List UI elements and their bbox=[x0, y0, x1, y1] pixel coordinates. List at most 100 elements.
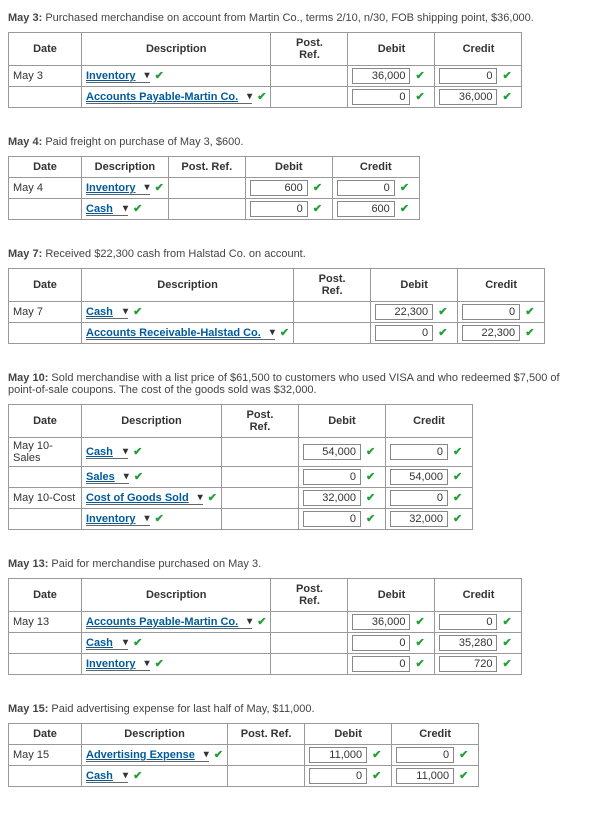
cell-postref bbox=[221, 438, 298, 467]
cell-account: Inventory ✔ bbox=[82, 509, 222, 530]
check-icon: ✔ bbox=[438, 305, 447, 318]
cell-date: May 13 bbox=[9, 612, 82, 633]
credit-input[interactable]: 720 bbox=[439, 656, 497, 672]
credit-input[interactable]: 0 bbox=[439, 68, 497, 84]
check-icon: ✔ bbox=[503, 69, 512, 82]
check-icon: ✔ bbox=[372, 769, 381, 782]
journal-table: DateDescriptionPost.Ref.DebitCreditMay 1… bbox=[8, 578, 522, 675]
check-icon: ✔ bbox=[503, 657, 512, 670]
account-dropdown[interactable]: Inventory bbox=[86, 182, 150, 195]
journal-row: May 3Inventory ✔36,000 ✔0 ✔ bbox=[9, 66, 522, 87]
check-icon: ✔ bbox=[133, 769, 142, 782]
check-icon: ✔ bbox=[214, 748, 223, 761]
cell-credit: 0 ✔ bbox=[385, 438, 472, 467]
account-dropdown[interactable]: Cash bbox=[86, 203, 128, 216]
account-dropdown[interactable]: Cash bbox=[86, 446, 128, 459]
journal-row: Inventory ✔ 0 ✔ 32,000 ✔ bbox=[9, 509, 473, 530]
journal-table: DateDescriptionPost.Ref.DebitCreditMay 1… bbox=[8, 404, 473, 530]
credit-input[interactable]: 35,280 bbox=[439, 635, 497, 651]
journal-row: May 7Cash ✔22,300 ✔0 ✔ bbox=[9, 302, 545, 323]
cell-debit: 600 ✔ bbox=[245, 178, 332, 199]
debit-input[interactable]: 600 bbox=[250, 180, 308, 196]
journal-row: May 10-SalesCash ✔54,000 ✔0 ✔ bbox=[9, 438, 473, 467]
col-postref: Post.Ref. bbox=[221, 405, 298, 438]
cell-account: Accounts Payable-Martin Co. ✔ bbox=[82, 87, 271, 108]
account-dropdown[interactable]: Inventory bbox=[86, 513, 150, 526]
check-icon: ✔ bbox=[280, 326, 289, 339]
cell-credit: 54,000 ✔ bbox=[385, 467, 472, 488]
check-icon: ✔ bbox=[503, 636, 512, 649]
account-dropdown[interactable]: Accounts Payable-Martin Co. bbox=[86, 91, 252, 104]
debit-input[interactable]: 11,000 bbox=[309, 747, 367, 763]
debit-input[interactable]: 36,000 bbox=[352, 68, 410, 84]
debit-input[interactable]: 0 bbox=[303, 511, 361, 527]
check-icon: ✔ bbox=[208, 491, 217, 504]
cell-postref bbox=[221, 509, 298, 530]
debit-input[interactable]: 0 bbox=[352, 656, 410, 672]
debit-input[interactable]: 0 bbox=[375, 325, 433, 341]
debit-input[interactable]: 0 bbox=[250, 201, 308, 217]
cell-debit: 0 ✔ bbox=[298, 509, 385, 530]
cell-credit: 36,000 ✔ bbox=[435, 87, 522, 108]
check-icon: ✔ bbox=[155, 512, 164, 525]
account-dropdown[interactable]: Cash bbox=[86, 306, 128, 319]
debit-input[interactable]: 32,000 bbox=[303, 490, 361, 506]
credit-input[interactable]: 0 bbox=[337, 180, 395, 196]
credit-input[interactable]: 22,300 bbox=[462, 325, 520, 341]
cell-account: Sales ✔ bbox=[82, 467, 222, 488]
check-icon: ✔ bbox=[133, 445, 142, 458]
debit-input[interactable]: 0 bbox=[352, 89, 410, 105]
account-dropdown[interactable]: Sales bbox=[86, 471, 129, 484]
credit-input[interactable]: 0 bbox=[439, 614, 497, 630]
credit-input[interactable]: 0 bbox=[462, 304, 520, 320]
col-credit: Credit bbox=[332, 157, 419, 178]
account-dropdown[interactable]: Inventory bbox=[86, 658, 150, 671]
credit-input[interactable]: 0 bbox=[390, 490, 448, 506]
credit-input[interactable]: 11,000 bbox=[396, 768, 454, 784]
account-dropdown[interactable]: Advertising Expense bbox=[86, 749, 209, 762]
credit-input[interactable]: 0 bbox=[390, 444, 448, 460]
account-dropdown[interactable]: Accounts Payable-Martin Co. bbox=[86, 616, 252, 629]
check-icon: ✔ bbox=[313, 202, 322, 215]
credit-input[interactable]: 600 bbox=[337, 201, 395, 217]
credit-input[interactable]: 36,000 bbox=[439, 89, 497, 105]
col-postref: Post. Ref. bbox=[228, 724, 305, 745]
account-dropdown[interactable]: Inventory bbox=[86, 70, 150, 83]
debit-input[interactable]: 0 bbox=[303, 469, 361, 485]
account-dropdown[interactable]: Cost of Goods Sold bbox=[86, 492, 203, 505]
cell-date bbox=[9, 199, 82, 220]
cell-account: Inventory ✔ bbox=[82, 66, 271, 87]
debit-input[interactable]: 22,300 bbox=[375, 304, 433, 320]
cell-postref bbox=[271, 612, 348, 633]
entry-description-text: Received $22,300 cash from Halstad Co. o… bbox=[45, 248, 305, 260]
account-dropdown[interactable]: Accounts Receivable-Halstad Co. bbox=[86, 327, 275, 340]
entry-description-text: Paid for merchandise purchased on May 3. bbox=[51, 558, 261, 570]
cell-debit: 0 ✔ bbox=[245, 199, 332, 220]
debit-input[interactable]: 54,000 bbox=[303, 444, 361, 460]
col-description: Description bbox=[82, 269, 294, 302]
cell-debit: 0 ✔ bbox=[371, 323, 458, 344]
journal-row: May 10-CostCost of Goods Sold ✔32,000 ✔0… bbox=[9, 488, 473, 509]
col-date: Date bbox=[9, 405, 82, 438]
check-icon: ✔ bbox=[366, 470, 375, 483]
cell-credit: 0 ✔ bbox=[435, 66, 522, 87]
debit-input[interactable]: 0 bbox=[352, 635, 410, 651]
credit-input[interactable]: 32,000 bbox=[390, 511, 448, 527]
debit-input[interactable]: 0 bbox=[309, 768, 367, 784]
credit-input[interactable]: 0 bbox=[396, 747, 454, 763]
cell-date bbox=[9, 87, 82, 108]
cell-account: Advertising Expense ✔ bbox=[82, 745, 228, 766]
cell-date: May 10-Cost bbox=[9, 488, 82, 509]
cell-debit: 36,000 ✔ bbox=[348, 66, 435, 87]
check-icon: ✔ bbox=[416, 636, 425, 649]
check-icon: ✔ bbox=[133, 305, 142, 318]
col-postref: Post.Ref. bbox=[294, 269, 371, 302]
col-debit: Debit bbox=[348, 579, 435, 612]
entry-header: May 3: Purchased merchandise on account … bbox=[8, 12, 587, 24]
cell-account: Cash ✔ bbox=[82, 766, 228, 787]
account-dropdown[interactable]: Cash bbox=[86, 637, 128, 650]
debit-input[interactable]: 36,000 bbox=[352, 614, 410, 630]
credit-input[interactable]: 54,000 bbox=[390, 469, 448, 485]
account-dropdown[interactable]: Cash bbox=[86, 770, 128, 783]
check-icon: ✔ bbox=[453, 512, 462, 525]
